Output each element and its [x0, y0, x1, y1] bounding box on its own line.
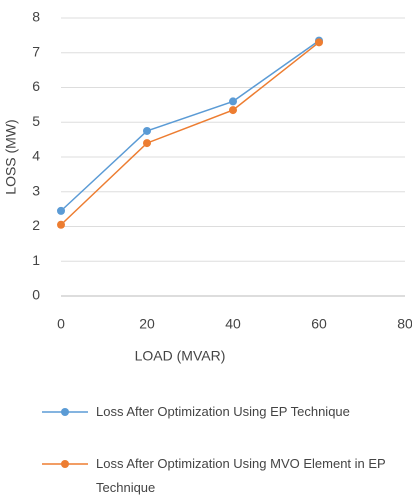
y-tick-label: 1: [32, 252, 40, 268]
data-point: [57, 220, 65, 229]
data-point: [143, 139, 151, 148]
data-point: [315, 38, 323, 47]
x-axis-title: LOAD (MVAR): [135, 348, 226, 364]
legend-marker: [61, 408, 69, 416]
legend-label: Loss After Optimization Using MVO Elemen…: [96, 456, 386, 495]
series-line: [60, 39, 320, 212]
x-tick-label: 80: [397, 316, 412, 332]
y-tick-label: 8: [32, 9, 40, 25]
x-tick-label: 0: [57, 316, 65, 332]
data-point: [229, 106, 237, 115]
series-line: [60, 41, 320, 226]
y-tick-label: 4: [32, 148, 40, 164]
y-tick-label: 0: [32, 287, 40, 303]
y-axis-title: LOSS (MW): [3, 119, 19, 194]
y-tick-label: 3: [32, 182, 40, 198]
legend-marker: [61, 460, 69, 468]
y-tick-label: 6: [32, 78, 40, 94]
data-point: [57, 206, 65, 215]
legend-label: Loss After Optimization Using EP Techniq…: [96, 404, 350, 419]
y-tick-label: 7: [32, 43, 40, 59]
data-point: [143, 126, 151, 135]
x-tick-label: 20: [139, 316, 155, 332]
y-tick-label: 2: [32, 217, 40, 233]
x-tick-label: 60: [311, 316, 327, 332]
y-tick-label: 5: [32, 113, 40, 129]
data-point: [229, 97, 237, 106]
x-tick-label: 40: [225, 316, 241, 332]
